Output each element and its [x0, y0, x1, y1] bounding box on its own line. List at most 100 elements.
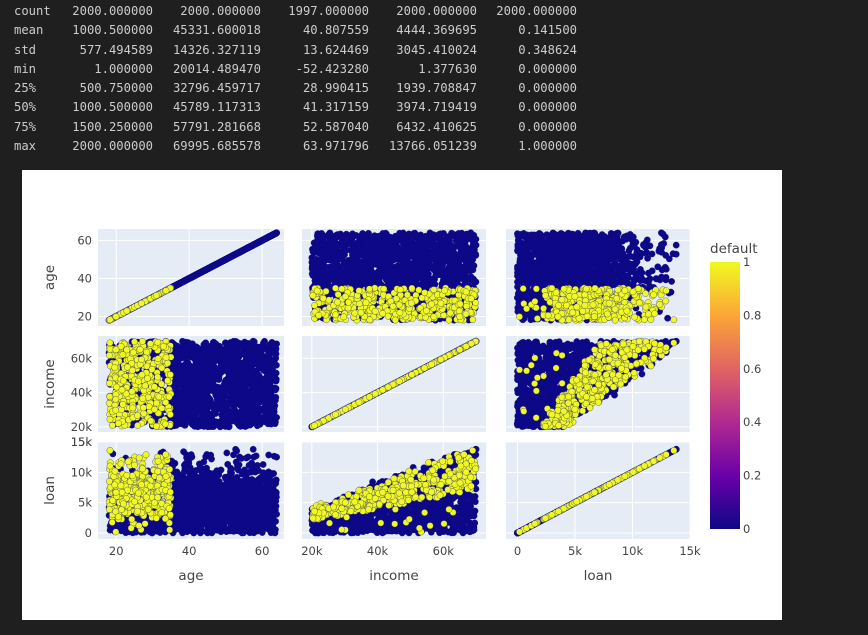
point — [399, 260, 405, 266]
stats-cell: 1000.500000 — [52, 98, 153, 117]
point — [436, 272, 442, 278]
point — [381, 263, 387, 269]
point — [355, 248, 361, 254]
point — [376, 277, 382, 283]
point — [219, 258, 225, 264]
point — [153, 292, 159, 298]
points-age-vs-income — [309, 230, 480, 324]
point — [369, 269, 375, 275]
stats-cell: 0.000000 — [477, 60, 577, 79]
stats-cell: 40.807559 — [261, 21, 369, 40]
point — [439, 250, 445, 256]
point — [321, 233, 327, 239]
point — [673, 242, 679, 248]
point — [332, 285, 338, 291]
stats-cell: 577.494589 — [52, 41, 153, 60]
point — [456, 308, 462, 314]
point — [404, 292, 410, 298]
point — [372, 308, 378, 314]
point — [345, 299, 351, 305]
stats-row-label: mean — [14, 21, 52, 40]
stats-cell: 4444.369695 — [369, 21, 477, 40]
point — [342, 293, 348, 299]
point — [390, 257, 396, 263]
stats-cell: 0.348624 — [477, 41, 577, 60]
point — [343, 238, 349, 244]
point — [358, 310, 364, 316]
point — [183, 277, 189, 283]
point — [334, 232, 340, 238]
describe-table: count 2000.000000 2000.000000 1997.000000 20… — [14, 2, 577, 156]
stats-cell: 1939.708847 — [369, 79, 477, 98]
point — [398, 231, 404, 237]
point — [451, 244, 457, 250]
point — [468, 296, 474, 302]
point — [113, 313, 119, 319]
point — [163, 287, 169, 293]
stats-row-std: std 577.494589 14326.327119 13.624469 3045.4… — [14, 41, 577, 60]
point — [457, 301, 463, 307]
point — [459, 256, 465, 262]
stats-cell: 0.000000 — [477, 79, 577, 98]
point — [442, 287, 448, 293]
point — [328, 244, 334, 250]
point — [447, 255, 453, 261]
point — [396, 302, 402, 308]
point — [124, 308, 130, 314]
panel-age-vs-loan[interactable] — [506, 229, 690, 326]
stats-row-label: 75% — [14, 118, 52, 137]
point — [421, 269, 427, 275]
point — [345, 305, 351, 311]
point — [380, 310, 386, 316]
stats-row-label: min — [14, 60, 52, 79]
point — [204, 266, 210, 272]
point — [458, 273, 464, 279]
stats-row-label: max — [14, 137, 52, 156]
point — [317, 246, 323, 252]
point — [362, 238, 368, 244]
point — [382, 270, 388, 276]
stats-cell: 45331.600018 — [153, 21, 261, 40]
stats-cell: 2000.000000 — [477, 2, 577, 21]
point — [332, 312, 338, 318]
point — [322, 264, 328, 270]
point — [415, 273, 421, 279]
point — [342, 248, 348, 254]
point — [356, 288, 362, 294]
point — [445, 234, 451, 240]
point — [313, 240, 319, 246]
scatter-matrix-figure: 20 40 60 age 20k 40k 60k income 0 5k 10k 15k loan 20 4… — [22, 170, 782, 620]
stats-row-label: 25% — [14, 79, 52, 98]
stats-row-label: 50% — [14, 98, 52, 117]
stats-cell: 2000.000000 — [153, 2, 261, 21]
point — [673, 251, 679, 257]
point — [447, 276, 453, 282]
point — [353, 232, 359, 238]
stats-cell: 0.000000 — [477, 118, 577, 137]
stats-cell: 3974.719419 — [369, 98, 477, 117]
panel-age-vs-age[interactable] — [98, 229, 284, 326]
point — [341, 258, 347, 264]
point — [463, 311, 469, 317]
point — [397, 310, 403, 316]
point — [366, 286, 372, 292]
point — [401, 249, 407, 255]
point — [413, 242, 419, 248]
point — [383, 253, 389, 259]
point — [330, 268, 336, 274]
panel-age-vs-income[interactable] — [302, 229, 486, 326]
point — [441, 259, 447, 265]
stats-cell: 1.000000 — [52, 60, 153, 79]
point — [450, 262, 456, 268]
stats-cell: 14326.327119 — [153, 41, 261, 60]
stats-cell: 1500.250000 — [52, 118, 153, 137]
point — [447, 310, 453, 316]
point — [406, 275, 412, 281]
point — [226, 255, 232, 261]
stats-cell: 2000.000000 — [369, 2, 477, 21]
stats-cell: 13.624469 — [261, 41, 369, 60]
point — [460, 239, 466, 245]
point — [387, 235, 393, 241]
point — [473, 279, 479, 285]
point — [196, 270, 202, 276]
